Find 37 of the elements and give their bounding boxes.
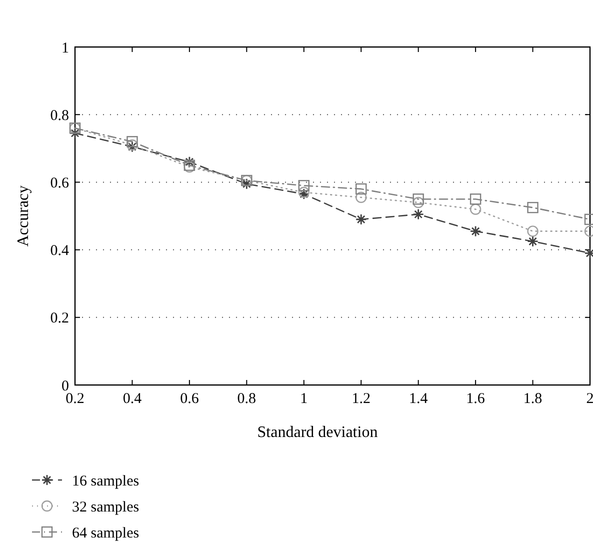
point [412,208,424,220]
x-tick-label: 0.8 [237,391,256,407]
x-tick-label: 1.2 [352,391,370,407]
x-tick-label: 0.4 [122,391,142,407]
point [356,183,367,195]
x-tick-label: 1.6 [466,391,486,407]
legend-label: 32 samples [72,499,140,516]
y-tick-label: 0.4 [50,243,70,260]
x-tick-label: 1.4 [408,391,428,407]
legend-label: 16 samples [72,473,140,490]
point [527,236,538,248]
point [298,180,310,192]
point [356,192,367,204]
point [69,127,81,139]
y-axis-title: Accuracy [15,185,32,247]
x-axis-title: Standard deviation [257,424,378,441]
y-tick-label: 0.6 [50,175,70,192]
point [470,226,482,237]
legend-label: 64 samples [72,525,140,542]
point [412,194,424,205]
y-tick-label: 1 [62,40,69,56]
point [412,196,424,208]
y-tick-label: 0 [62,378,69,394]
point [240,178,252,190]
point [470,194,482,205]
x-tick-label: 1.8 [523,391,542,407]
point [527,226,538,237]
x-tick-label: 0.6 [180,391,200,407]
y-tick-label: 0.8 [50,108,69,124]
x-tick-label: 1 [300,391,308,407]
point [126,136,138,148]
point [355,214,367,226]
point [470,204,482,215]
x-tick-label: 2 [586,391,593,407]
y-tick-label: 0.2 [50,310,69,327]
point [184,156,196,168]
point [527,202,538,214]
